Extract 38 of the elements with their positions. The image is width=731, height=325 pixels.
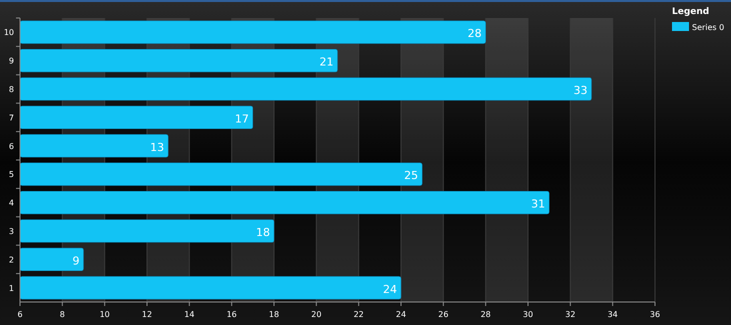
x-tick-label: 20 [311,310,322,319]
y-tick-label: 4 [8,198,14,208]
x-tick-label: 30 [522,310,534,319]
x-tick-label: 16 [226,310,237,319]
data-label: 13 [150,140,164,154]
data-label: 33 [574,84,588,97]
y-tick-label: 8 [8,85,14,94]
y-tick-label: 2 [8,255,14,264]
data-label: 24 [383,282,397,296]
x-tick-label: 22 [354,310,364,319]
data-label: 17 [234,112,249,126]
x-tick-label: 32 [565,310,576,319]
y-tick-label: 5 [8,170,14,180]
data-label: 25 [404,169,418,182]
x-tick-label: 8 [60,310,65,319]
x-tick-label: 14 [184,310,194,319]
x-tick-label: 24 [396,310,406,319]
x-tick-label: 12 [142,310,152,319]
y-tick-label: 9 [8,56,14,66]
data-label: 28 [468,27,482,40]
x-tick-label: 36 [650,310,660,319]
y-tick-label: 7 [8,113,14,122]
y-tick-label: 6 [8,142,14,151]
x-tick-label: 34 [608,310,618,319]
x-tick-label: 10 [100,310,110,319]
data-label: 18 [256,226,270,239]
data-label: 31 [531,198,546,211]
y-tick-label: 1 [8,284,14,293]
data-label: 21 [320,56,334,69]
y-tick-label: 10 [4,28,14,38]
x-tick-label: 26 [438,310,448,319]
data-label: 9 [72,254,80,268]
x-tick-label: 6 [17,310,23,319]
x-tick-label: 18 [268,310,280,319]
x-tick-label: 28 [480,310,491,319]
y-tick-label: 3 [8,227,14,236]
text: Series 0 [692,23,724,32]
legend-title: Legend [672,7,710,17]
